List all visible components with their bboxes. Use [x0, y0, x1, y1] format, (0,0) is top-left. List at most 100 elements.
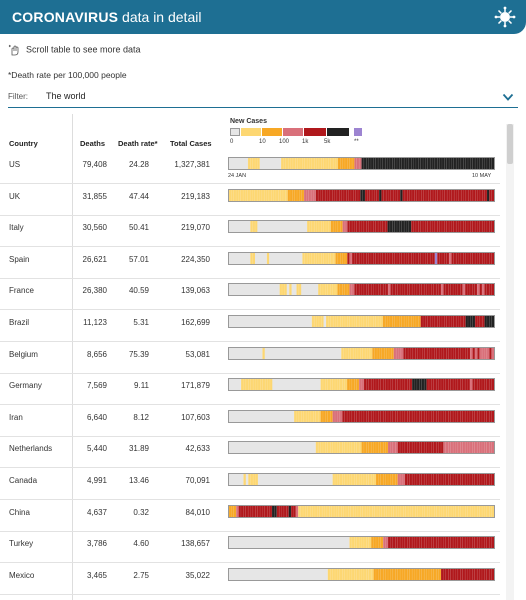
case-day-cell	[255, 158, 258, 169]
new-cases-bar[interactable]	[228, 283, 495, 297]
case-day-cell	[469, 379, 473, 391]
col-country[interactable]: Country	[9, 139, 38, 148]
case-day-cell	[243, 410, 246, 422]
case-day-cell	[373, 316, 376, 327]
case-day-cell	[439, 316, 442, 327]
case-day-cell	[236, 442, 239, 454]
case-day-cell	[388, 410, 391, 422]
case-day-cell	[407, 474, 410, 485]
country-name: Germany	[9, 381, 42, 391]
col-total-cases[interactable]: Total Cases	[170, 139, 212, 148]
case-day-cell	[451, 347, 454, 359]
col-death-rate[interactable]: Death rate*	[118, 139, 158, 148]
case-day-cell	[453, 410, 456, 422]
new-cases-bar[interactable]	[228, 378, 495, 392]
case-day-cell	[428, 189, 431, 201]
case-day-cell	[325, 442, 328, 454]
new-cases-legend: New Cases 0 10 100 1k 5k **	[228, 118, 388, 148]
new-cases-bar[interactable]	[228, 504, 495, 518]
case-day-cell	[371, 442, 374, 454]
case-day-cell	[474, 442, 478, 454]
case-day-cell	[392, 379, 396, 391]
new-cases-bar[interactable]	[228, 409, 495, 423]
case-day-cell	[298, 379, 302, 391]
case-day-cell	[322, 347, 325, 359]
case-day-cell	[236, 158, 239, 169]
case-day-cell	[250, 505, 253, 517]
case-day-cell	[298, 537, 302, 549]
case-day-cell	[277, 379, 280, 391]
case-day-cell	[392, 221, 395, 233]
case-day-cell	[400, 189, 403, 201]
case-day-cell	[432, 316, 435, 327]
case-day-cell	[356, 410, 360, 422]
case-day-cell	[482, 347, 485, 359]
case-day-cell	[404, 537, 408, 549]
scrollbar-thumb[interactable]	[507, 124, 513, 164]
filter-value[interactable]: The world	[46, 91, 86, 101]
new-cases-bar[interactable]	[228, 157, 495, 170]
new-cases-bar[interactable]	[228, 315, 495, 328]
case-day-cell	[316, 252, 319, 264]
chevron-down-icon[interactable]	[502, 91, 514, 103]
case-day-cell	[338, 505, 342, 517]
table-scrollbar[interactable]	[506, 124, 514, 600]
case-day-cell	[414, 189, 417, 201]
case-day-cell	[241, 379, 244, 391]
case-day-cell	[430, 221, 433, 233]
case-day-cell	[356, 379, 360, 391]
new-cases-bar[interactable]	[228, 536, 495, 550]
case-day-cell	[352, 316, 355, 327]
case-day-cell	[362, 347, 366, 359]
case-day-cell	[472, 347, 475, 359]
case-day-cell	[383, 537, 386, 549]
case-day-cell	[241, 474, 244, 485]
case-day-cell	[310, 442, 314, 454]
case-day-cell	[465, 568, 468, 580]
new-cases-bar[interactable]	[228, 188, 495, 202]
case-day-cell	[266, 189, 269, 201]
new-cases-bar[interactable]	[228, 251, 495, 265]
death-rate-value: 57.01	[128, 254, 149, 264]
case-day-cell	[314, 347, 318, 359]
case-day-cell	[243, 316, 246, 327]
case-day-cell	[472, 158, 476, 169]
case-day-cell	[405, 505, 409, 517]
case-day-cell	[267, 284, 271, 296]
case-day-cell	[335, 252, 338, 264]
case-day-cell	[274, 442, 278, 454]
case-day-cell	[240, 252, 244, 264]
case-day-cell	[383, 410, 386, 422]
case-day-cell	[479, 189, 483, 201]
case-day-cell	[414, 568, 417, 580]
case-day-cell	[437, 189, 441, 201]
case-day-cell	[353, 189, 356, 201]
new-cases-bar[interactable]	[228, 441, 495, 455]
case-day-cell	[419, 505, 423, 517]
case-day-cell	[441, 284, 444, 296]
new-cases-bar[interactable]	[228, 567, 495, 581]
col-deaths[interactable]: Deaths	[80, 139, 106, 148]
new-cases-bar[interactable]	[228, 473, 495, 486]
case-day-cell	[448, 347, 452, 359]
case-day-cell	[395, 410, 398, 422]
case-day-cell	[269, 505, 273, 517]
case-day-cell	[279, 568, 283, 580]
table-row: Belgium 8,656 75.39 53,081	[0, 342, 505, 374]
case-day-cell	[238, 316, 241, 327]
filter-select[interactable]: Filter: The world	[8, 89, 518, 108]
case-day-cell	[349, 316, 353, 327]
case-day-cell	[427, 221, 431, 233]
country-name: UK	[9, 191, 21, 201]
case-day-cell	[414, 379, 417, 391]
new-cases-bar[interactable]	[228, 220, 495, 234]
new-cases-bar[interactable]	[228, 346, 495, 360]
case-day-cell	[277, 442, 280, 454]
case-day-cell	[366, 316, 369, 327]
case-day-cell	[229, 474, 232, 485]
case-day-cell	[484, 189, 488, 201]
case-day-cell	[379, 347, 382, 359]
case-day-cell	[327, 442, 331, 454]
case-day-cell	[292, 158, 296, 169]
case-day-cell	[450, 537, 454, 549]
